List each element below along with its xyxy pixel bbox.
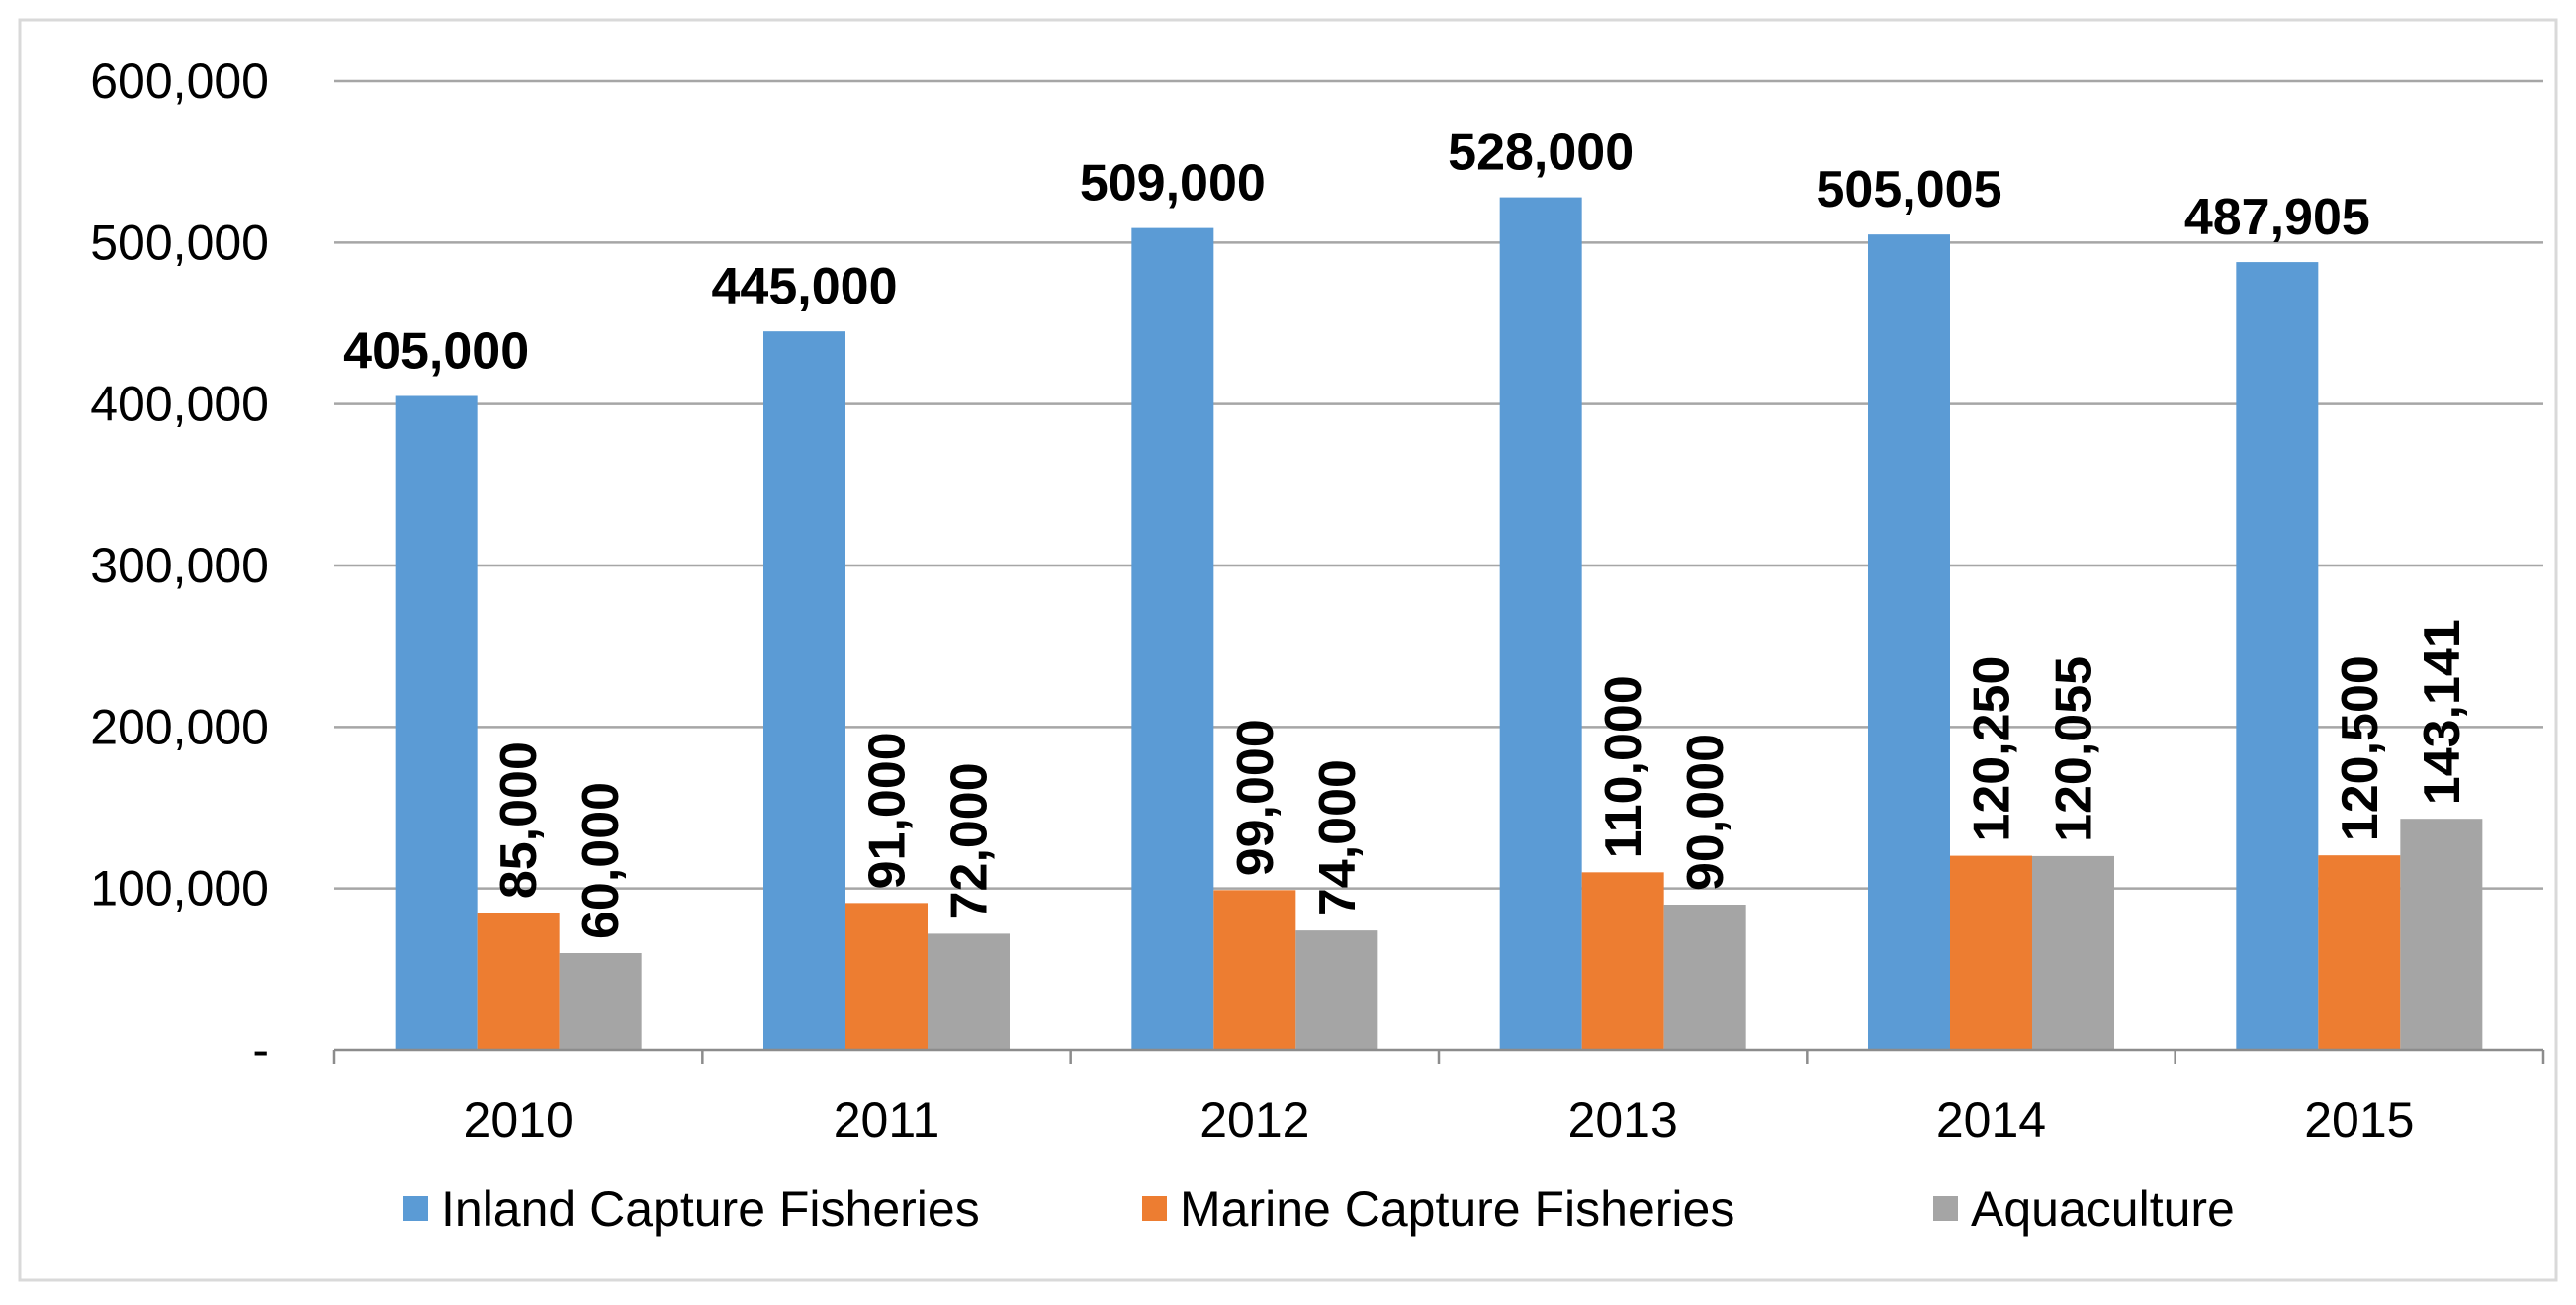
bar xyxy=(559,953,642,1050)
bar xyxy=(1868,234,1950,1050)
data-label: 445,000 xyxy=(712,258,898,315)
data-label: 120,055 xyxy=(2046,656,2103,842)
x-tick-label: 2013 xyxy=(1568,1092,1678,1148)
y-tick-label: 500,000 xyxy=(90,215,269,270)
y-tick-label: - xyxy=(252,1022,269,1078)
data-label: 509,000 xyxy=(1080,155,1266,213)
data-label: 91,000 xyxy=(859,732,917,889)
bar xyxy=(763,331,845,1051)
bar xyxy=(1950,855,2032,1050)
data-label: 99,000 xyxy=(1227,719,1285,876)
y-tick-label: 400,000 xyxy=(90,377,269,432)
bar xyxy=(1295,930,1378,1050)
bar xyxy=(1581,872,1664,1050)
legend-label: Aquaculture xyxy=(1971,1181,2235,1237)
bar xyxy=(2400,819,2483,1050)
y-axis-ticks: - 100,000 200,000 300,000 400,000 500,000 600,… xyxy=(90,53,269,1078)
x-axis-ticks: 2010 2011 2012 2013 2014 2015 xyxy=(464,1092,2415,1148)
x-axis xyxy=(332,1048,2545,1064)
data-label: 60,000 xyxy=(573,782,630,939)
bar xyxy=(2236,262,2319,1050)
data-labels: 405,000 445,000 509,000 528,000 505,005 487,9… xyxy=(343,125,2471,939)
y-tick-label: 600,000 xyxy=(90,53,269,109)
y-tick-label: 100,000 xyxy=(90,861,269,916)
gridlines xyxy=(334,79,2543,890)
x-tick-label: 2012 xyxy=(1199,1092,1309,1148)
legend-swatch xyxy=(1933,1196,1958,1221)
data-label: 143,141 xyxy=(2414,619,2471,805)
x-tick-label: 2011 xyxy=(834,1092,940,1148)
data-label: 85,000 xyxy=(490,741,548,899)
legend-label: Inland Capture Fisheries xyxy=(441,1181,980,1237)
x-tick-label: 2010 xyxy=(464,1092,574,1148)
data-label: 528,000 xyxy=(1448,125,1634,182)
data-label: 90,000 xyxy=(1677,734,1734,891)
y-tick-label: 300,000 xyxy=(90,538,269,593)
x-tick-label: 2014 xyxy=(1936,1092,2046,1148)
x-tick-label: 2015 xyxy=(2304,1092,2414,1148)
bar xyxy=(2032,855,2114,1050)
bar xyxy=(1131,227,1214,1051)
bar xyxy=(928,933,1010,1050)
data-label: 72,000 xyxy=(941,762,999,919)
bar xyxy=(845,903,928,1050)
data-label: 74,000 xyxy=(1309,759,1367,916)
data-label: 120,500 xyxy=(2332,655,2389,841)
bars xyxy=(395,197,2483,1051)
data-label: 405,000 xyxy=(343,323,529,381)
legend: Inland Capture Fisheries Marine Capture F… xyxy=(403,1181,2235,1237)
data-label: 110,000 xyxy=(1595,675,1652,858)
bar xyxy=(2318,855,2401,1050)
data-label: 505,005 xyxy=(1817,161,2002,218)
data-label: 487,905 xyxy=(2184,189,2370,246)
bar xyxy=(1213,890,1296,1050)
y-tick-label: 200,000 xyxy=(90,699,269,754)
bar xyxy=(1663,905,1746,1050)
data-label: 120,250 xyxy=(1964,656,2021,842)
bar xyxy=(395,395,478,1050)
bar xyxy=(1499,197,1582,1051)
legend-swatch xyxy=(1142,1196,1167,1221)
legend-swatch xyxy=(403,1196,428,1221)
legend-label: Marine Capture Fisheries xyxy=(1180,1181,1734,1237)
bar xyxy=(477,913,560,1050)
